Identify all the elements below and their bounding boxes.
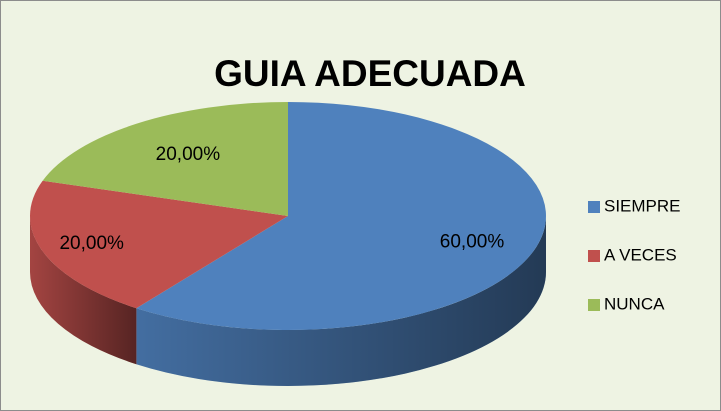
slice [29,180,288,309]
legend-swatch [588,299,600,311]
data-label: 20,00% [59,233,124,254]
slice [136,102,546,330]
data-label: 20,00% [156,144,221,165]
data-label: 60,00% [440,231,505,252]
slice-side-shade [29,216,137,365]
legend-label: SIEMPRE [604,196,681,215]
slice [42,102,289,216]
legend-label: NUNCA [604,294,665,313]
slice-side-shade [136,216,546,386]
legend-swatch [588,250,600,262]
chart-title: GUIA ADECUADA [214,53,526,94]
legend-label: A VECES [604,245,677,264]
legend-swatch [588,201,600,213]
